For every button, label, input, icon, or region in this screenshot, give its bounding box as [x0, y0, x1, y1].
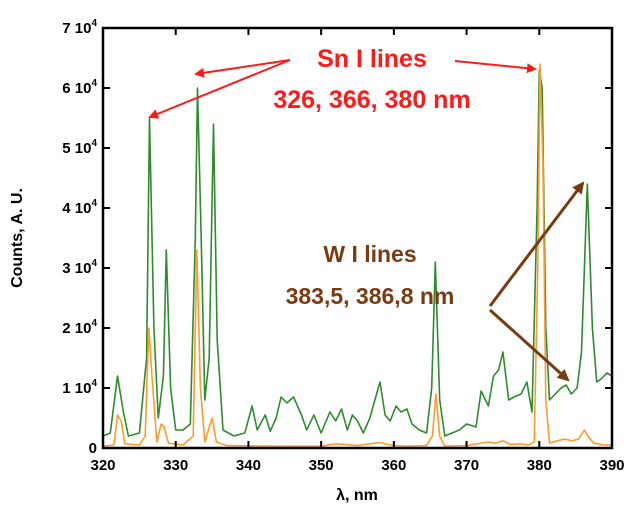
- x-tick-label: 380: [527, 457, 552, 474]
- y-tick-label: 2 104: [62, 318, 97, 337]
- series-layer: [102, 63, 613, 448]
- sn-arrow-333: [194, 59, 291, 78]
- y-tick-label: 1 104: [62, 378, 97, 397]
- x-tick-label: 320: [90, 457, 115, 474]
- y-axis-label: Counts, A. U.: [9, 188, 26, 288]
- x-tick-label: 330: [163, 457, 188, 474]
- sn-annotation-title: Sn I lines: [317, 45, 427, 73]
- y-tick-label: 6 104: [62, 78, 97, 97]
- x-tick-label: 370: [454, 457, 479, 474]
- y-tick-label: 7 104: [62, 18, 97, 37]
- x-tick-label: 390: [599, 457, 624, 474]
- w-annotation-title: W I lines: [323, 241, 416, 267]
- x-axis-label: λ, nm: [336, 487, 378, 504]
- w-arrow-386: [488, 181, 585, 307]
- w-annotation-wavelengths: 383,5, 386,8 nm: [286, 283, 455, 309]
- plot-frame: [101, 26, 614, 450]
- sn-annotation-wavelengths: 326, 366, 380 nm: [273, 86, 470, 114]
- sn-arrow-326: [148, 59, 291, 119]
- x-tick-label: 350: [309, 457, 334, 474]
- y-tick-label: 0: [89, 440, 97, 457]
- tick-layer: 320 330 340 350 360 370 380 390 0 1 104 2 104 3 104…: [62, 18, 624, 474]
- x-tick-label: 340: [236, 457, 261, 474]
- y-tick-label: 5 104: [62, 138, 97, 157]
- y-tick-label: 4 104: [62, 198, 97, 217]
- sn-annotation: Sn I lines 326, 366, 380 nm: [148, 45, 537, 119]
- x-tick-label: 360: [381, 457, 406, 474]
- w-arrow-383: [488, 308, 570, 382]
- series-line-1: [102, 63, 612, 448]
- sn-arrow-380: [454, 60, 537, 74]
- y-tick-label: 3 104: [62, 258, 97, 277]
- w-annotation: W I lines 383,5, 386,8 nm: [286, 181, 585, 382]
